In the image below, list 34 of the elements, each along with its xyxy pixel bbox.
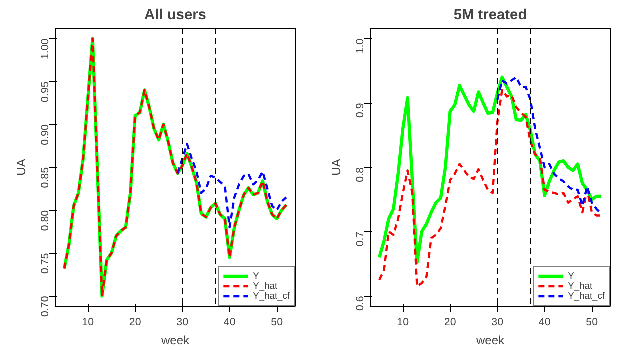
x-tick-label: 10	[397, 316, 410, 328]
legend-label: Y_hat	[568, 281, 593, 291]
y-tick-label: 0.7	[354, 232, 366, 247]
x-tick-label: 50	[271, 316, 284, 328]
y-tick-label: 1.0	[354, 38, 366, 54]
legend-label: Y_hat	[253, 281, 278, 291]
x-axis-title: week	[475, 334, 506, 348]
y-tick-label: 0.80	[40, 210, 52, 232]
y-axis-title: UA	[330, 159, 344, 176]
y-tick-label: 1.00	[40, 38, 52, 60]
y-tick-label: 0.85	[40, 167, 52, 188]
legend-label: Y_hat_cf	[568, 291, 605, 301]
x-tick-label: 40	[224, 316, 236, 328]
y-tick-label: 0.70	[40, 296, 52, 317]
legend-label: Y	[253, 271, 260, 281]
y-tick-label: 0.6	[354, 296, 366, 312]
x-tick-label: 50	[586, 316, 598, 328]
x-tick-label: 20	[129, 316, 142, 328]
x-tick-label: 30	[176, 316, 189, 328]
legend-label: Y	[568, 271, 576, 281]
x-tick-label: 40	[538, 316, 551, 328]
x-tick-label: 30	[492, 316, 504, 328]
y-tick-label: 0.9	[354, 103, 366, 118]
y-axis-title: UA	[14, 159, 28, 176]
y-tick-label: 0.90	[40, 124, 52, 146]
legend-label: Y_hat_cf	[253, 291, 290, 301]
y-tick-label: 0.75	[40, 253, 52, 274]
chart-title: 5M treated	[454, 8, 528, 24]
y-tick-label: 0.95	[40, 82, 52, 102]
x-tick-label: 10	[82, 316, 94, 328]
y-tick-label: 0.8	[354, 167, 366, 182]
x-tick-label: 20	[444, 316, 456, 328]
x-axis-title: week	[160, 334, 191, 348]
chart-title: All users	[144, 8, 206, 24]
